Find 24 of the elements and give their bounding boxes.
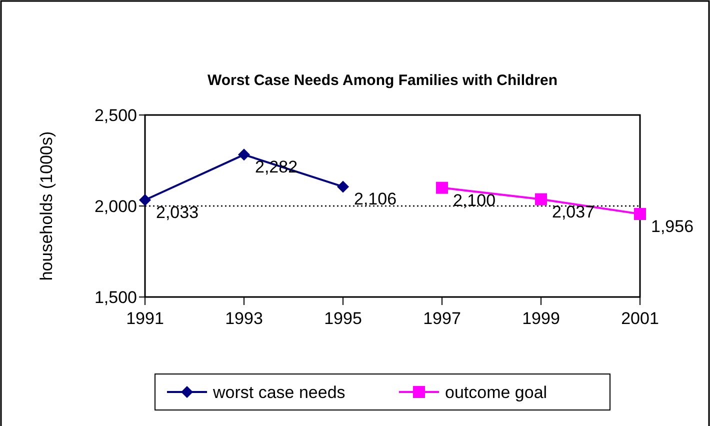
point — [337, 180, 349, 193]
data-label: 2,033 — [156, 202, 199, 222]
y-tick-label: 2,000 — [94, 197, 137, 216]
x-tick-label: 1991 — [126, 309, 164, 328]
x-tick-label: 1997 — [423, 309, 461, 328]
legend-label: outcome goal — [445, 383, 548, 402]
x-tick-label: 1993 — [225, 309, 263, 328]
y-axis-title: households (1000s) — [37, 131, 56, 281]
point — [139, 194, 151, 206]
data-label: 1,956 — [651, 217, 694, 236]
point — [535, 193, 547, 206]
point — [238, 148, 250, 161]
x-tick-label: 1995 — [324, 309, 362, 328]
y-tick-label: 2,500 — [94, 106, 137, 125]
data-label: 2,106 — [354, 190, 397, 209]
legend-label: worst case needs — [212, 383, 346, 402]
chart-title: Worst Case Needs Among Families with Children — [207, 72, 558, 89]
point — [436, 182, 448, 194]
x-tick-label: 1999 — [522, 309, 560, 328]
data-label: 2,037 — [552, 202, 595, 222]
x-tick-label: 2001 — [621, 309, 659, 328]
y-tick-label: 1,500 — [94, 288, 137, 307]
point — [634, 208, 646, 220]
data-label: 2,100 — [453, 190, 496, 210]
